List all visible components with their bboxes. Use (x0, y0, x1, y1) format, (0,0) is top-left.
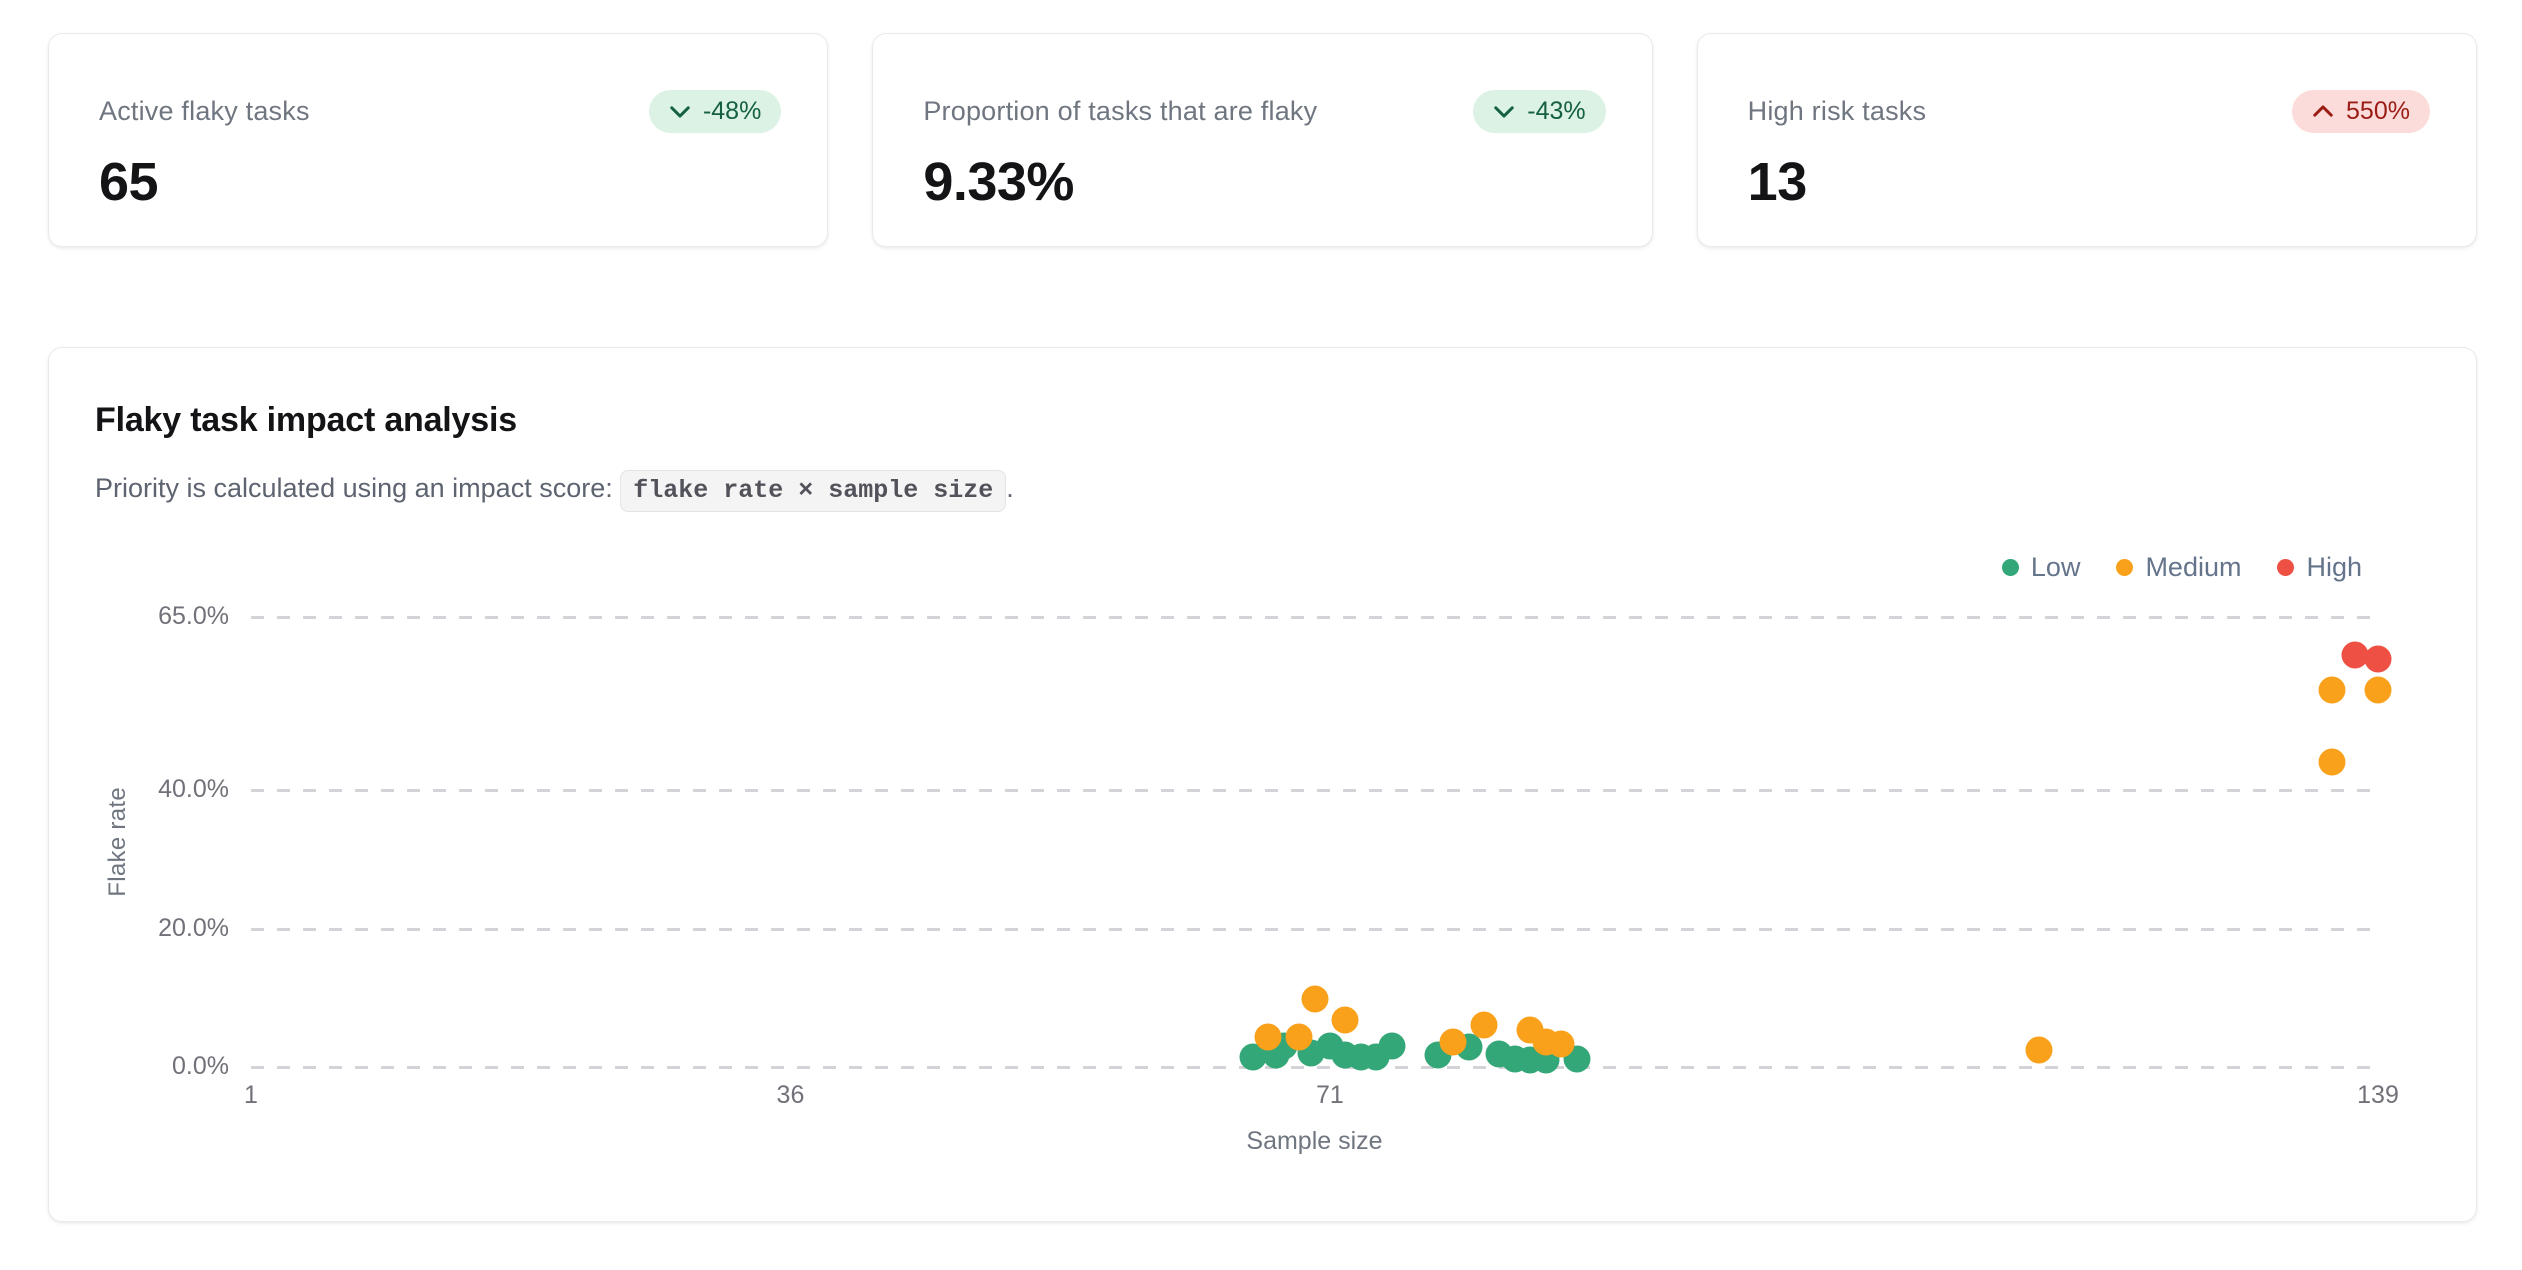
x-tick-label: 71 (1316, 1081, 1344, 1109)
stat-card-active-flaky-tasks: Active flaky tasks -48% 65 (48, 33, 829, 247)
trend-badge: -48% (648, 90, 782, 133)
plot-area (251, 616, 2392, 1074)
scatter-point-medium[interactable] (2364, 676, 2392, 704)
y-tick-label: 65.0% (158, 601, 229, 630)
x-tick-label: 139 (2357, 1081, 2399, 1109)
stat-label: Active flaky tasks (99, 96, 310, 126)
x-axis-title: Sample size (1246, 1127, 1383, 1155)
trend-badge: -43% (1473, 90, 1606, 133)
stats-row: Active flaky tasks -48% 65 Proportion of… (48, 33, 2477, 247)
scatter-point-medium[interactable] (1439, 1028, 1467, 1056)
legend-swatch-high (2277, 558, 2295, 576)
chart-subtitle-text: Priority is calculated using an impact s… (95, 473, 621, 503)
legend-item-high[interactable]: High (2277, 552, 2362, 583)
scatter-point-high[interactable] (2341, 641, 2369, 669)
scatter-point-medium[interactable] (1285, 1023, 1313, 1051)
scatter-point-medium[interactable] (2025, 1036, 2053, 1064)
y-tick-label: 0.0% (172, 1051, 229, 1080)
gridline (251, 789, 2378, 793)
trend-badge: 550% (2292, 90, 2430, 133)
stat-value: 65 (99, 152, 159, 212)
scatter-point-medium[interactable] (2318, 676, 2346, 704)
chevron-down-icon (1494, 106, 1514, 118)
impact-formula-code: flake rate × sample size (620, 470, 1007, 512)
gridline (251, 927, 2378, 931)
scatter-point-medium[interactable] (2318, 748, 2346, 776)
stat-card-flaky-proportion: Proportion of tasks that are flaky -43% … (872, 33, 1653, 247)
stat-label: Proportion of tasks that are flaky (923, 96, 1318, 126)
gridline (251, 616, 2378, 619)
x-tick-label: 1 (244, 1081, 258, 1109)
trend-badge-value: -48% (702, 97, 762, 125)
y-axis-title: Flake rate (104, 787, 131, 897)
trend-badge-value: -43% (1527, 97, 1586, 125)
scatter-point-medium[interactable] (1301, 985, 1328, 1013)
scatter-point-low[interactable] (1378, 1032, 1406, 1060)
legend-swatch-low (2001, 558, 2019, 576)
stat-card-high-risk-tasks: High risk tasks 550% 13 (1696, 33, 2477, 247)
chart-card: Flaky task impact analysis Priority is c… (48, 347, 2477, 1222)
chevron-up-icon (2313, 105, 2333, 117)
chevron-down-icon (670, 106, 690, 118)
legend-swatch-medium (2116, 558, 2134, 576)
scatter-point-medium[interactable] (1547, 1030, 1575, 1058)
scatter-point-medium[interactable] (1470, 1011, 1498, 1039)
trend-badge-value: 550% (2346, 97, 2410, 125)
legend-label: Medium (2145, 551, 2242, 582)
legend-item-medium[interactable]: Medium (2116, 552, 2241, 583)
y-tick-label: 20.0% (158, 913, 229, 942)
x-ticks: 1 36 71 139 (244, 1081, 2399, 1115)
scatter-point-high[interactable] (2364, 645, 2392, 673)
scatter-point-medium[interactable] (1331, 1006, 1359, 1034)
x-tick-label: 36 (776, 1081, 805, 1109)
legend: Low Medium High (95, 551, 2362, 583)
stat-value: 13 (1747, 152, 1808, 212)
scatter-chart: Flake rate 0.0% 20.0% 40.0% 65.0% 1 36 71 139 … (95, 602, 2399, 1156)
gridline (251, 1066, 2378, 1069)
scatter-point-medium[interactable] (1254, 1023, 1282, 1051)
stat-label: High risk tasks (1747, 96, 1927, 126)
chart-title: Flaky task impact analysis (95, 401, 517, 439)
chart-subtitle-period: . (1006, 473, 1014, 503)
legend-label: High (2306, 551, 2362, 582)
legend-item-low[interactable]: Low (2001, 551, 2081, 583)
legend-label: Low (2030, 551, 2081, 582)
stat-value: 9.33% (923, 152, 1074, 212)
chart-subtitle: Priority is calculated using an impact s… (95, 468, 2430, 512)
y-tick-label: 40.0% (158, 774, 229, 803)
y-ticks: 0.0% 20.0% 40.0% 65.0% (141, 602, 251, 1080)
